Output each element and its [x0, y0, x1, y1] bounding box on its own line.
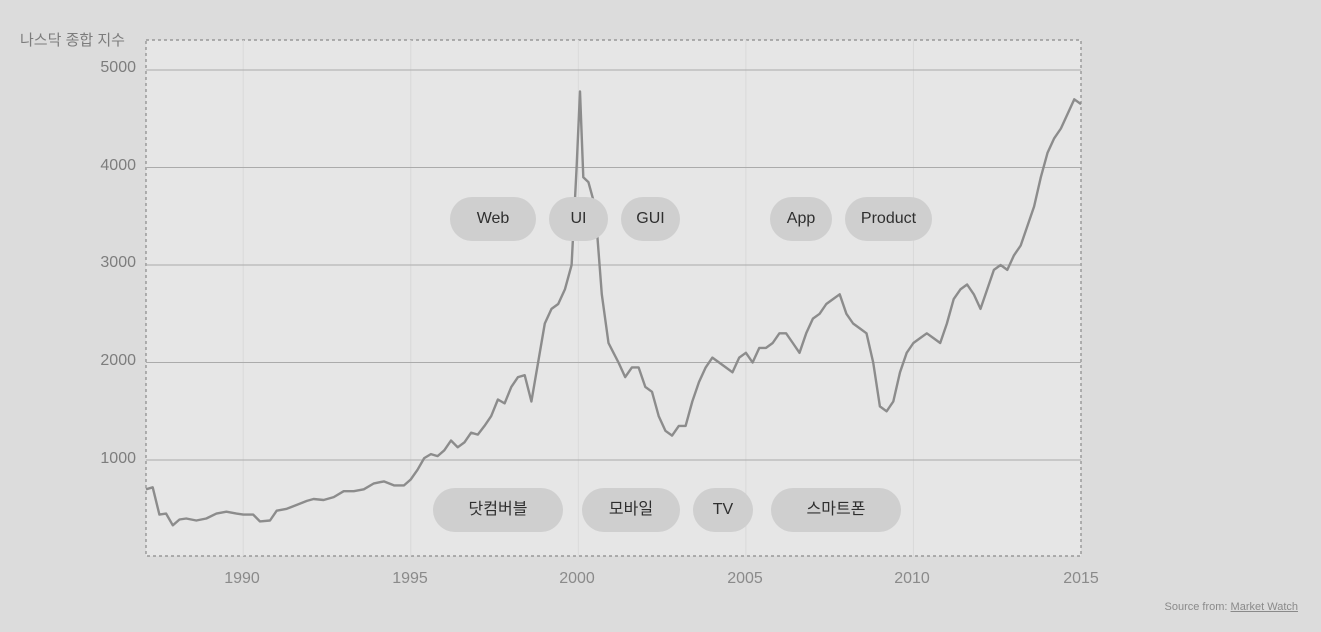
annotation-mobile: 모바일 [582, 488, 680, 532]
y-tick-5000: 5000 [100, 59, 136, 76]
y-tick-3000: 3000 [100, 254, 136, 271]
x-tick-2005: 2005 [727, 570, 763, 587]
annotation-product: Product [845, 197, 932, 241]
annotation-smartphone: 스마트폰 [771, 488, 901, 532]
x-tick-2015: 2015 [1063, 570, 1099, 587]
y-tick-4000: 4000 [100, 157, 136, 174]
annotation-ui: UI [549, 197, 608, 241]
source-note: Source from: Market Watch [1165, 601, 1298, 613]
source-link[interactable]: Market Watch [1230, 601, 1298, 613]
horizontal-gridlines [146, 69, 1081, 461]
annotation-gui: GUI [621, 197, 680, 241]
x-tick-1990: 1990 [224, 570, 260, 587]
source-prefix: Source from: [1164, 601, 1228, 613]
annotation-dotcom-bubble: 닷컴버블 [433, 488, 563, 532]
x-tick-2010: 2010 [894, 570, 930, 587]
y-tick-1000: 1000 [100, 450, 136, 467]
x-tick-1995: 1995 [392, 570, 428, 587]
annotation-app: App [770, 197, 832, 241]
annotation-tv: TV [693, 488, 753, 532]
y-axis-label: 나스닥 종합 지수 [20, 32, 125, 49]
x-tick-2000: 2000 [559, 570, 595, 587]
annotation-web: Web [450, 197, 536, 241]
nasdaq-series-line [145, 90, 1082, 527]
y-tick-2000: 2000 [100, 352, 136, 369]
plot-area [145, 39, 1082, 557]
